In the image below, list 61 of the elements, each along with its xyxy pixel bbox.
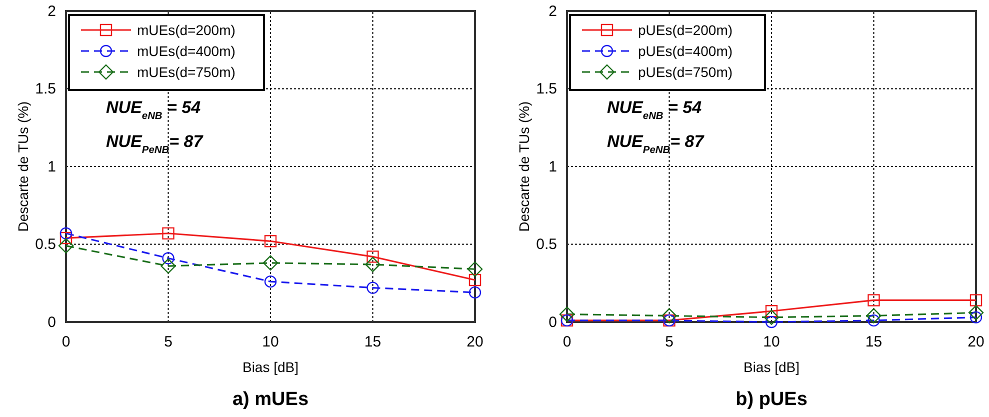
point bbox=[264, 235, 277, 248]
point bbox=[468, 274, 482, 286]
point bbox=[162, 252, 174, 264]
y-axis-title: Descarte de TUs (%) bbox=[516, 101, 532, 232]
point bbox=[60, 232, 72, 244]
y-tick-label: 2 bbox=[548, 2, 557, 20]
point bbox=[162, 227, 174, 240]
annotation: NUE$_{eNB}$ = 54 bbox=[607, 98, 702, 122]
x-tick-label: 20 bbox=[968, 334, 984, 351]
y-tick-label: 2 bbox=[48, 2, 56, 20]
legend-label: mUEs(d=200m) bbox=[137, 22, 236, 38]
y-tick-label: 0.5 bbox=[35, 236, 56, 254]
y-tick-label: 0.5 bbox=[536, 236, 557, 254]
point bbox=[467, 262, 483, 277]
point bbox=[764, 310, 780, 325]
annotation: NUE$_{PeNB}$= 87 bbox=[607, 132, 706, 156]
text: a) mUEs bbox=[232, 389, 309, 410]
point bbox=[559, 306, 575, 322]
legend-label: mUEs(d=750m) bbox=[137, 64, 236, 80]
x-tick-label: 0 bbox=[62, 334, 70, 351]
point bbox=[970, 294, 982, 306]
legend-label: pUEs(d=750m) bbox=[638, 64, 733, 80]
annotation: NUE$_{PeNB}$= 87 bbox=[106, 132, 204, 156]
x-tick-label: 10 bbox=[262, 334, 279, 351]
y-axis-title: Descarte de TUs (%) bbox=[15, 101, 31, 232]
point bbox=[970, 311, 982, 324]
point bbox=[366, 250, 379, 263]
y-tick-label: 0 bbox=[48, 314, 56, 331]
point bbox=[262, 255, 278, 271]
text: b) pUEs bbox=[736, 389, 808, 410]
y-tick-label: 1.5 bbox=[536, 80, 557, 98]
x-axis-title: Bias [dB] bbox=[743, 359, 800, 375]
point bbox=[968, 305, 984, 320]
y-tick-label: 1.5 bbox=[35, 80, 56, 98]
point bbox=[866, 308, 882, 324]
point bbox=[868, 294, 880, 306]
x-tick-label: 10 bbox=[763, 334, 780, 351]
x-tick-label: 15 bbox=[865, 334, 882, 351]
y-tick-label: 1 bbox=[48, 158, 56, 176]
point bbox=[60, 227, 72, 240]
x-tick-label: 5 bbox=[164, 334, 172, 351]
point bbox=[366, 282, 379, 294]
legend-label: pUEs(d=200m) bbox=[638, 22, 733, 38]
x-tick-label: 15 bbox=[364, 334, 382, 351]
point bbox=[264, 275, 277, 288]
x-tick-label: 5 bbox=[665, 334, 674, 351]
x-tick-label: 20 bbox=[466, 334, 484, 351]
annotation: NUE$_{eNB}$ = 54 bbox=[106, 98, 202, 122]
point bbox=[58, 238, 74, 254]
point bbox=[765, 316, 778, 328]
legend-label: pUEs(d=400m) bbox=[638, 43, 733, 59]
point bbox=[765, 305, 778, 318]
point bbox=[662, 308, 677, 324]
point bbox=[468, 286, 482, 299]
x-axis-title: Bias [dB] bbox=[242, 359, 299, 375]
legend-label: mUEs(d=400m) bbox=[137, 43, 236, 59]
x-tick-label: 0 bbox=[562, 334, 572, 351]
point bbox=[365, 256, 380, 272]
point bbox=[160, 258, 176, 274]
y-tick-label: 1 bbox=[548, 158, 557, 176]
y-tick-label: 0 bbox=[548, 314, 557, 331]
